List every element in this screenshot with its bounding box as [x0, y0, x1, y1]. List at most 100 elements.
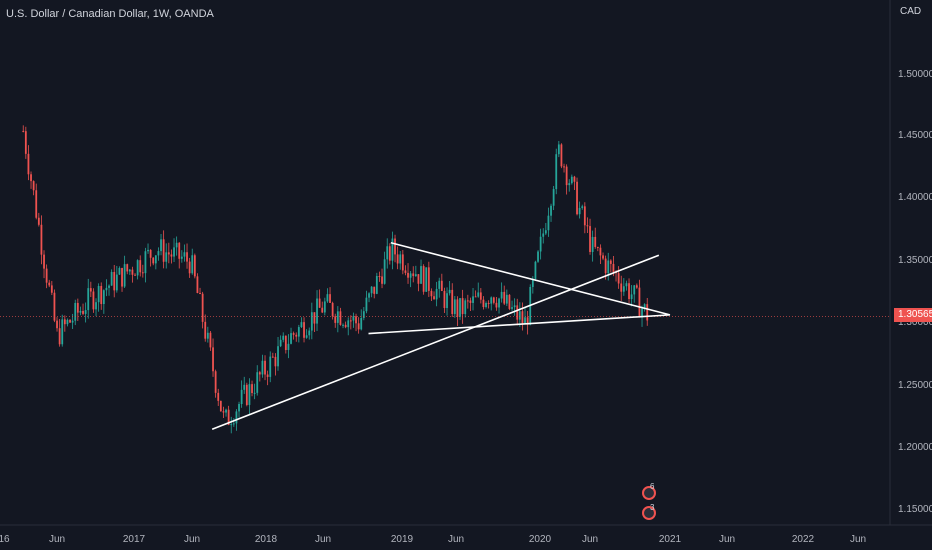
- candle-body: [209, 332, 212, 348]
- candle-body: [521, 311, 524, 324]
- candle-body: [591, 236, 594, 252]
- candle-body: [513, 305, 516, 308]
- candle-body: [417, 274, 420, 284]
- candle-body: [622, 286, 625, 292]
- candle-body: [27, 153, 30, 175]
- candle-body: [313, 312, 316, 324]
- candle-body: [459, 298, 461, 317]
- candle-body: [89, 288, 92, 292]
- candle-body: [56, 320, 58, 329]
- candle-body: [308, 330, 311, 336]
- candle-body: [456, 299, 459, 317]
- candle-body: [612, 263, 615, 272]
- candle-body: [295, 334, 298, 337]
- candle-body: [446, 293, 448, 308]
- candle-body: [596, 246, 599, 248]
- candle-body: [500, 291, 503, 299]
- candle-body: [399, 254, 402, 264]
- candle-body: [115, 274, 118, 291]
- trendline[interactable]: [211, 254, 660, 430]
- candle-body: [375, 276, 378, 294]
- time-tick-label: Jun: [718, 534, 736, 545]
- candle-body: [251, 384, 253, 394]
- candle-body: [108, 285, 110, 288]
- candle-body: [316, 298, 318, 324]
- currency-label[interactable]: CAD: [900, 6, 922, 17]
- candle-body: [131, 269, 134, 275]
- candle-body: [453, 299, 456, 314]
- candle-body: [451, 289, 454, 314]
- candle-body: [388, 246, 391, 261]
- candle-body: [628, 283, 630, 300]
- candle-body: [305, 335, 308, 338]
- candle-body: [128, 269, 131, 272]
- candle-body: [113, 272, 116, 291]
- candle-body: [407, 272, 409, 278]
- candle-body: [440, 280, 443, 291]
- time-tick-label: 2022: [791, 534, 815, 545]
- candle-body: [505, 294, 508, 304]
- candle-body: [274, 356, 277, 367]
- candle-body: [438, 280, 441, 289]
- candle-body: [461, 298, 464, 315]
- candle-body: [378, 276, 381, 278]
- candle-body: [141, 272, 144, 274]
- candle-body: [147, 249, 149, 252]
- candle-body: [136, 260, 139, 276]
- candle-body: [235, 411, 238, 424]
- candle-body: [43, 254, 45, 269]
- time-tick-label: 2019: [390, 534, 414, 545]
- candle-body: [524, 317, 526, 324]
- candle-body: [565, 166, 568, 186]
- candle-body: [503, 291, 506, 304]
- candle-body: [427, 267, 430, 291]
- candle-body: [394, 238, 396, 255]
- candle-body: [373, 286, 376, 294]
- trendline[interactable]: [390, 242, 671, 316]
- candle-body: [620, 283, 623, 292]
- candle-body: [495, 302, 498, 308]
- event-count: 6: [650, 482, 655, 491]
- candle-body: [573, 176, 576, 182]
- candle-body: [492, 297, 495, 303]
- candle-body: [183, 252, 186, 257]
- candle-body: [269, 356, 272, 377]
- candle-body: [604, 258, 607, 274]
- candle-body: [50, 285, 53, 293]
- chart-title: U.S. Dollar / Canadian Dollar, 1W, OANDA: [6, 8, 214, 20]
- event-count: 3: [650, 503, 655, 512]
- candle-body: [248, 384, 251, 405]
- candle-body: [638, 287, 641, 318]
- candle-body: [555, 154, 558, 190]
- candle-body: [547, 215, 550, 231]
- candle-body: [40, 224, 43, 255]
- candle-body: [336, 311, 339, 323]
- time-tick-label: Jun: [581, 534, 599, 545]
- candle-body: [630, 294, 633, 300]
- candle-body: [625, 283, 628, 287]
- trendline[interactable]: [368, 314, 671, 335]
- candle-body: [118, 268, 121, 275]
- candle-body: [95, 302, 97, 310]
- dividend-event-icon[interactable]: [642, 486, 656, 500]
- candle-body: [196, 276, 199, 293]
- time-tick-label: 2020: [528, 534, 552, 545]
- earnings-event-icon[interactable]: [642, 506, 656, 520]
- candle-body: [360, 317, 363, 330]
- price-tick-label: 1.30000: [898, 317, 932, 328]
- time-tick-label: 2017: [122, 534, 146, 545]
- candle-body: [217, 392, 220, 401]
- candle-body: [292, 333, 295, 335]
- candle-body: [479, 292, 482, 300]
- price-tick-label: 1.40000: [898, 192, 932, 203]
- candle-body: [472, 296, 474, 303]
- last-price-tag: 1.30565: [894, 308, 932, 322]
- time-tick-label: 2021: [658, 534, 682, 545]
- candle-body: [477, 292, 480, 297]
- candle-body: [264, 360, 266, 375]
- candle-body: [560, 144, 563, 167]
- candle-body: [435, 288, 438, 300]
- candle-body: [76, 302, 79, 313]
- candle-body: [105, 287, 108, 291]
